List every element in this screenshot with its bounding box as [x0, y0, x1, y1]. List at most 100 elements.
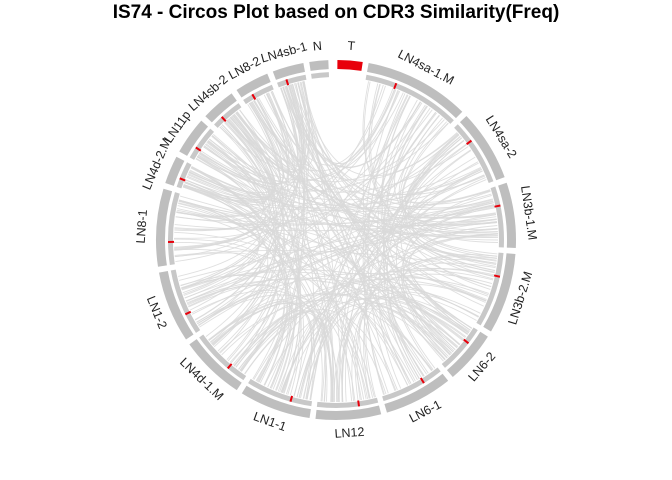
segment-marker-LN11p — [195, 146, 202, 152]
segment-marker-LN6-1 — [419, 377, 425, 384]
segment-inner-LN4d-2.M — [176, 162, 192, 189]
segment-inner-LN4sb-1 — [277, 74, 307, 88]
link-chord — [286, 85, 471, 331]
segment-label: LN4d-1.M — [177, 355, 226, 403]
link-chord — [178, 202, 323, 402]
segment-inner-LN3b-2.M — [476, 252, 504, 326]
link-chord — [240, 286, 481, 372]
link-chord — [187, 174, 485, 306]
link-chord — [205, 103, 284, 337]
link-chord — [175, 84, 384, 263]
link-chord — [407, 144, 498, 259]
link-chord — [238, 311, 362, 401]
link-chord — [182, 186, 499, 238]
link-chord — [197, 194, 492, 326]
segment-inner-LN6-1 — [382, 367, 441, 402]
segment-marker-LN8-2 — [251, 93, 257, 101]
segment-marker-LN12 — [357, 400, 361, 407]
link-chord — [287, 85, 396, 165]
link-chord — [367, 93, 406, 392]
link-chord — [197, 291, 285, 380]
segment-marker-LN3b-1.M — [494, 204, 501, 208]
link-chord — [206, 142, 469, 193]
segment-label: LN8-2 — [226, 54, 263, 82]
link-chord — [370, 84, 496, 267]
segment-marker-LN8-1 — [168, 240, 175, 243]
link-chord — [236, 87, 301, 171]
segment-inner-LN6-2 — [441, 327, 478, 368]
link-chord — [186, 277, 468, 335]
segment-outer-LN12 — [315, 405, 382, 420]
segment-inner-LN4sa-1.M — [365, 74, 454, 124]
link-chord — [174, 252, 259, 302]
link-chord — [178, 199, 288, 386]
link-chord — [178, 199, 260, 299]
segment-marker-LN1-2 — [184, 310, 192, 316]
link-chord — [363, 177, 486, 399]
link-chord — [270, 91, 484, 307]
link-chord — [188, 157, 265, 204]
link-chord — [358, 314, 415, 399]
link-chord — [254, 99, 427, 375]
segment-outer-T — [337, 60, 363, 71]
segment-outer-LN1-1 — [241, 385, 311, 419]
link-chord — [405, 134, 495, 274]
segment-outer-LN4d-1.M — [189, 339, 242, 391]
link-chord — [183, 174, 485, 212]
segment-outer-LN6-1 — [384, 373, 449, 413]
link-chord — [185, 204, 495, 302]
link-chord — [173, 238, 262, 323]
segment-marker-LN3b-2.M — [493, 274, 501, 278]
link-chord — [396, 286, 479, 362]
link-chord — [181, 83, 303, 289]
segment-outer-LN11p — [179, 120, 209, 156]
segment-inner-LN4d-1.M — [199, 334, 247, 381]
link-chord — [177, 205, 371, 399]
segment-inner-LN8-1 — [168, 192, 180, 265]
link-chord — [282, 168, 482, 394]
link-chord — [248, 102, 300, 389]
link-chord — [399, 117, 498, 255]
link-chord — [211, 135, 281, 367]
link-chord — [196, 156, 365, 400]
link-chord — [297, 82, 418, 381]
segment-outer-LN3b-1.M — [498, 182, 517, 249]
link-chord — [258, 97, 486, 303]
link-chord — [229, 117, 460, 346]
segment-marker-LN4d-1.M — [226, 363, 233, 370]
link-chord — [195, 158, 497, 262]
link-chord — [281, 318, 326, 402]
segment-outer-LN6-2 — [446, 331, 488, 377]
link-chord — [356, 233, 498, 401]
link-chord — [300, 112, 437, 399]
link-chord — [208, 202, 494, 341]
link-chord — [211, 302, 333, 403]
link-chord — [181, 105, 428, 290]
segment-outer-LN8-1 — [156, 188, 173, 267]
segment-outer-LN3b-2.M — [483, 253, 516, 332]
segment-outer-LN4d-2.M — [165, 156, 185, 186]
segment-marker-LN4sb-2 — [220, 116, 227, 122]
link-chord — [184, 181, 375, 398]
link-chord — [226, 119, 496, 219]
link-chord — [249, 102, 494, 211]
link-chord — [230, 90, 400, 364]
link-chord — [240, 307, 294, 383]
segment-label: T — [347, 39, 356, 54]
link-chord — [199, 101, 285, 187]
links-layer — [173, 81, 499, 403]
segment-outer-LN8-2 — [236, 73, 271, 98]
segment-outer-N — [309, 60, 329, 71]
segment-label: LN12 — [334, 425, 365, 441]
link-chord — [189, 168, 482, 206]
link-chord — [365, 302, 460, 398]
link-chord — [219, 119, 445, 183]
segment-inner-LN11p — [189, 128, 215, 160]
segment-marker-LN4sb-1 — [285, 79, 290, 86]
link-chord — [209, 92, 404, 181]
segment-inner-LN12 — [316, 397, 379, 408]
link-chord — [393, 106, 498, 230]
link-chord — [282, 86, 469, 335]
link-chord — [306, 305, 454, 400]
link-chord — [338, 268, 495, 403]
